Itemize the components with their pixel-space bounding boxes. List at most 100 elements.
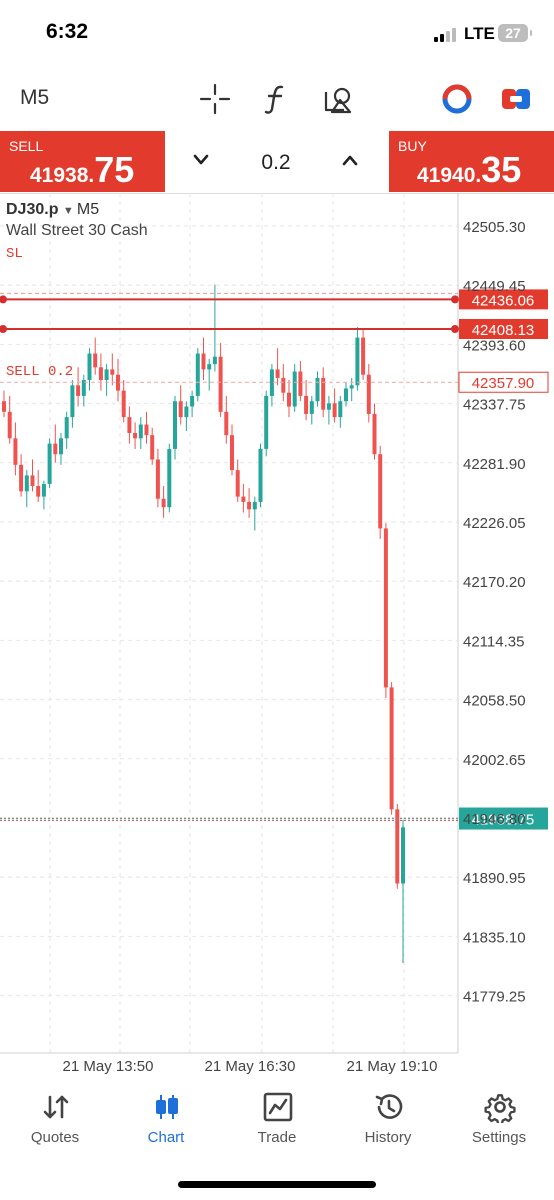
indicators-function-icon[interactable] [260, 82, 294, 116]
sell-button[interactable]: SELL 41938.75 [0, 131, 165, 192]
candle-body [59, 438, 63, 455]
candle [184, 401, 189, 431]
price-level-badge [459, 318, 548, 339]
lot-increase-chevron-up-icon[interactable] [341, 153, 359, 167]
position-tag: SELL 0.2 [6, 364, 74, 380]
crosshair-icon[interactable] [198, 82, 232, 116]
nav-chart[interactable]: Chart [111, 1083, 221, 1163]
y-tick-label: 41890.95 [463, 870, 526, 887]
price-chart-area[interactable]: 42436.06 42408.13 42357.90 41938.75 42505.3… [0, 193, 554, 1083]
buy-price-main: 41940. [417, 164, 482, 187]
y-tick-label: 42002.65 [463, 752, 526, 769]
candle-body [264, 395, 269, 449]
candle-body [304, 395, 309, 414]
candle [275, 348, 280, 386]
candle-body [344, 388, 348, 402]
candle-body [338, 401, 343, 418]
y-tick-label: 42393.60 [463, 337, 526, 354]
candle-body [212, 356, 217, 365]
chart-symbol-header[interactable]: DJ30.p ▼ M5 [6, 201, 100, 218]
buy-price-big: 35 [481, 149, 522, 190]
y-tick-label: 41779.25 [463, 989, 526, 1006]
candle [298, 360, 303, 402]
candle-body [2, 401, 6, 412]
sell-price: 41938.75 [30, 149, 134, 191]
candle-body [298, 371, 303, 396]
candle-body [275, 369, 280, 378]
nav-settings-label: Settings [471, 1129, 527, 1146]
trend-chart-icon [263, 1092, 293, 1122]
candle-body [98, 367, 103, 381]
candle [383, 523, 388, 699]
candle [366, 364, 371, 423]
candle [201, 337, 206, 381]
candle-body [218, 356, 223, 412]
level-drag-handle [0, 324, 7, 333]
y-tick-label: 42505.30 [463, 219, 526, 236]
candle-body [110, 369, 115, 375]
y-tick-label: 41835.10 [463, 929, 526, 946]
one-click-trading-icon[interactable] [440, 82, 474, 116]
candle-body [36, 486, 41, 497]
y-tick-label: 42337.75 [463, 397, 526, 414]
candle-body [230, 435, 234, 471]
candle [269, 364, 274, 407]
buy-button[interactable]: BUY 41940.35 [389, 131, 554, 192]
candle-body [252, 501, 257, 510]
history-clock-icon [375, 1094, 403, 1119]
one-click-trade-panel: SELL 41938.75 0.2 BUY 41940.35 [0, 131, 554, 194]
candle [59, 433, 63, 465]
candle [30, 459, 35, 492]
candle [247, 488, 252, 518]
candle [7, 395, 12, 444]
candlestick-icon [156, 1095, 178, 1119]
candle-body [133, 433, 138, 439]
lot-size-value[interactable]: 0.2 [261, 151, 291, 174]
sell-label: SELL [9, 138, 44, 154]
candle [150, 427, 155, 465]
chart-toolbar: M5 [0, 70, 554, 128]
candle-body [326, 403, 331, 410]
nav-history[interactable]: History [333, 1083, 443, 1163]
y-tick-label: 42170.20 [463, 574, 526, 591]
home-indicator [178, 1181, 376, 1188]
lot-decrease-chevron-down-icon[interactable] [192, 153, 210, 167]
candle [224, 395, 229, 444]
candle-body [184, 406, 189, 418]
candle-body [81, 380, 86, 396]
candle-body [41, 483, 46, 497]
candle-body [127, 417, 132, 434]
chart-symbol-description: Wall Street 30 Cash [6, 222, 148, 239]
candle-body [315, 377, 320, 402]
candle [207, 358, 212, 391]
price-level-label: 42436.06 [472, 292, 535, 309]
candle [332, 388, 337, 423]
nav-quotes[interactable]: Quotes [0, 1083, 110, 1163]
candle-body [292, 371, 297, 407]
candlestick-chart[interactable]: 42436.06 42408.13 42357.90 41938.75 42505.3… [0, 193, 554, 1083]
trade-panel-toggle-icon[interactable] [499, 82, 533, 116]
level-drag-handle [451, 324, 459, 333]
candle [110, 353, 115, 386]
candle [104, 364, 109, 396]
candle-body [207, 364, 212, 370]
nav-settings[interactable]: Settings [444, 1083, 554, 1163]
objects-shapes-icon[interactable] [322, 82, 356, 116]
candle [167, 443, 172, 513]
candle [121, 380, 126, 423]
candle-body [401, 827, 405, 884]
candle [326, 395, 331, 425]
candle [98, 353, 103, 391]
current-price-label: 41938.75 [472, 812, 535, 829]
nav-trade[interactable]: Trade [222, 1083, 332, 1163]
candle [47, 438, 52, 489]
candle [155, 448, 160, 508]
buy-price: 41940.35 [417, 149, 521, 191]
candle-body [201, 353, 206, 370]
candle-body [116, 374, 120, 391]
timeframe-button[interactable]: M5 [20, 86, 50, 109]
candle-body [121, 390, 126, 418]
candle [36, 470, 41, 502]
candle-body [190, 395, 195, 407]
y-tick-label: 42114.35 [463, 633, 524, 650]
